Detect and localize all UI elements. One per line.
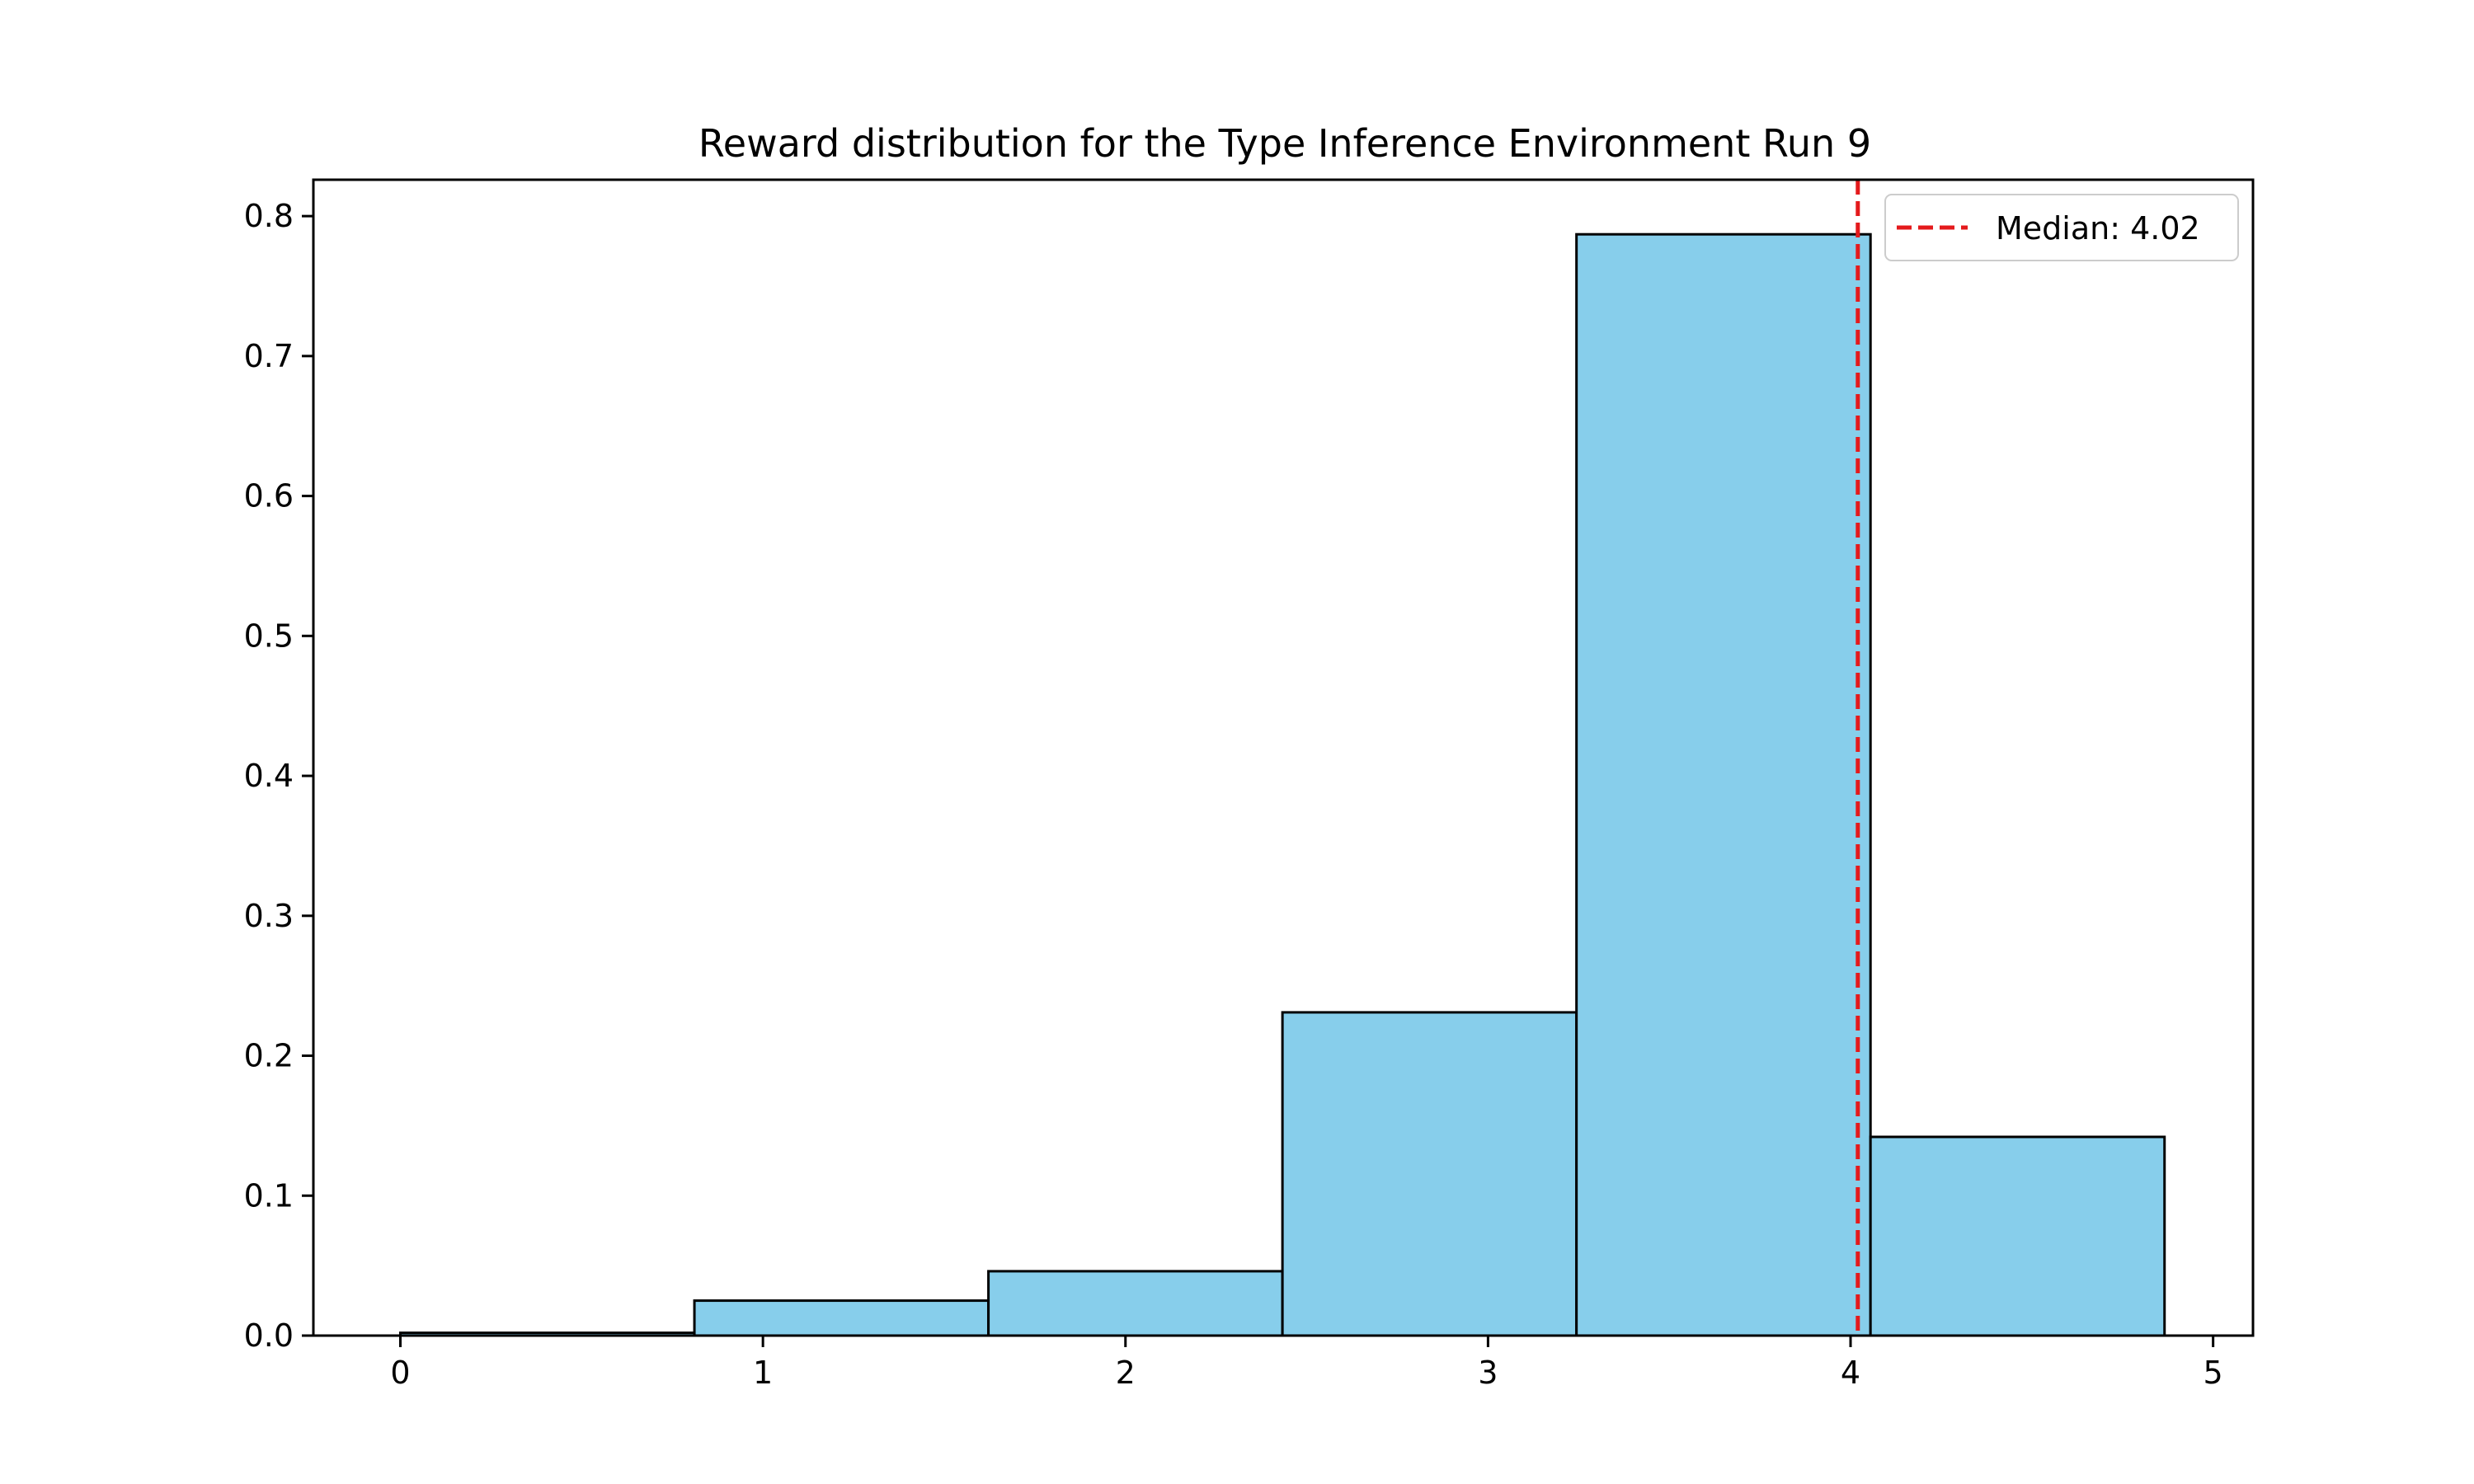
chart-title: Reward distribution for the Type Inferen… [698, 121, 1871, 166]
y-tick-label: 0.8 [244, 198, 294, 234]
histogram-bar [693, 1299, 990, 1337]
x-tick-label: 5 [2204, 1355, 2223, 1391]
x-tick-label: 1 [753, 1355, 773, 1391]
histogram-bars [399, 232, 2166, 1337]
y-tick-label: 0.3 [244, 898, 294, 934]
x-tick-label: 4 [1841, 1355, 1860, 1391]
histogram-bar [1575, 232, 1872, 1337]
y-tick-label: 0.4 [244, 758, 294, 794]
y-tick-label: 0.2 [244, 1038, 294, 1074]
legend-box [1884, 194, 2239, 261]
histogram-bar [987, 1270, 1284, 1337]
y-tick-label: 0.6 [244, 478, 294, 514]
histogram-bar [1281, 1011, 1578, 1337]
legend: Median: 4.02 [1884, 194, 2239, 261]
x-tick-label: 3 [1478, 1355, 1498, 1391]
y-tick-label: 0.7 [244, 338, 294, 374]
y-tick-label: 0.5 [244, 618, 294, 654]
y-tick-label: 0.0 [244, 1317, 294, 1354]
x-tick-label: 0 [390, 1355, 410, 1391]
y-axis-ticks: 0.0 0.1 0.2 0.3 0.4 0.5 0.6 0.7 0.8 [244, 198, 313, 1354]
y-tick-label: 0.1 [244, 1177, 294, 1214]
histogram-bar [1869, 1135, 2166, 1337]
x-axis-ticks: 0 1 2 3 4 5 [390, 1336, 2223, 1391]
legend-median-label: Median: 4.02 [1996, 210, 2200, 247]
x-tick-label: 2 [1116, 1355, 1136, 1391]
plot-frame [312, 178, 2255, 1337]
